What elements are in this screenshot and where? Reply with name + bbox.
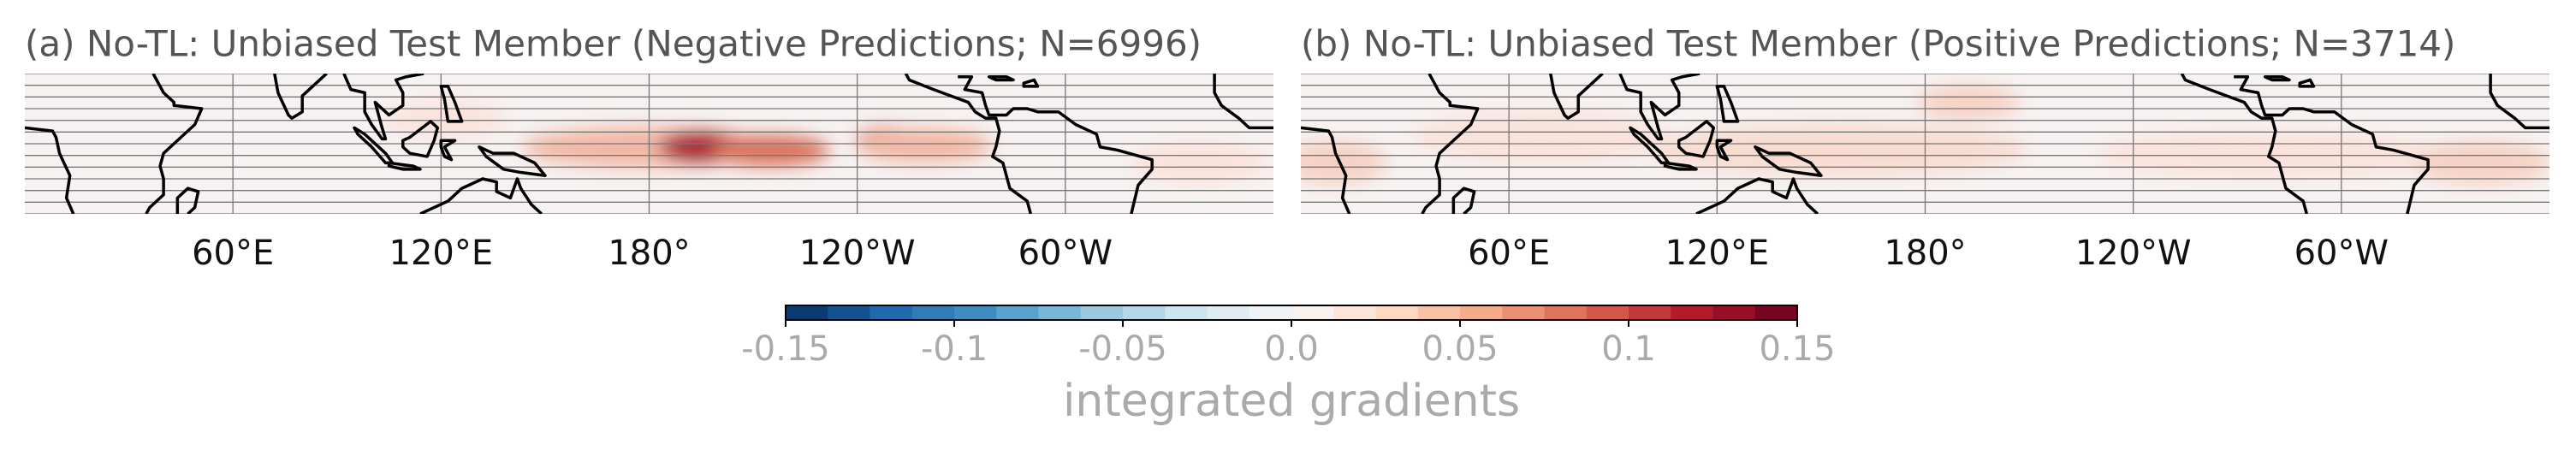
colorbar-segment: [1333, 305, 1376, 320]
colorbar-segment: [954, 305, 997, 320]
colorbar-segment: [1375, 305, 1419, 320]
lon-tick-label: 60°W: [2294, 234, 2389, 273]
colorbar-segment: [1417, 305, 1461, 320]
panel-title: (a) No-TL: Unbiased Test Member (Negativ…: [25, 23, 1202, 65]
colorbar-tick-label: 0.05: [1422, 329, 1498, 369]
colorbar-segment: [996, 305, 1039, 320]
colorbar-tick-label: 0.15: [1759, 329, 1835, 369]
colorbar-segment: [1754, 305, 1798, 320]
colorbar-segment: [1460, 305, 1503, 320]
lon-tick-label: 60°W: [1018, 234, 1113, 273]
colorbar-tick-label: -0.15: [741, 329, 830, 369]
colorbar-segment: [1629, 305, 1671, 320]
colorbar-tick-label: -0.05: [1078, 329, 1167, 369]
colorbar-segment: [1038, 305, 1082, 320]
colorbar-segment: [1544, 305, 1588, 320]
colorbar-segment: [1502, 305, 1545, 320]
colorbar-segment: [1080, 305, 1124, 320]
colorbar-segment: [828, 305, 870, 320]
colorbar-tick-label: 0.0: [1264, 329, 1319, 369]
colorbar-segment: [786, 305, 828, 320]
colorbar-label: integrated gradients: [1063, 376, 1520, 427]
colorbar-tick-label: -0.1: [921, 329, 988, 369]
colorbar-segment: [870, 305, 913, 320]
colorbar-segment: [1165, 305, 1208, 320]
lon-tick-label: 180°: [608, 234, 690, 273]
lon-tick-label: 120°W: [799, 234, 916, 273]
lon-tick-label: 180°: [1884, 234, 1966, 273]
colorbar-segment: [1586, 305, 1629, 320]
colorbar-segment: [1291, 305, 1334, 320]
colorbar-segment: [1123, 305, 1166, 320]
colorbar-segment: [1207, 305, 1250, 320]
lon-tick-label: 60°E: [1468, 234, 1550, 273]
lon-tick-label: 120°E: [1665, 234, 1770, 273]
colorbar-segment: [1249, 305, 1292, 320]
colorbar-segment: [1712, 305, 1756, 320]
lon-tick-label: 120°W: [2075, 234, 2192, 273]
lon-tick-label: 60°E: [192, 234, 274, 273]
colorbar-segment: [911, 305, 955, 320]
colorbar-segment: [1671, 305, 1713, 320]
panel-title: (b) No-TL: Unbiased Test Member (Positiv…: [1301, 23, 2455, 65]
colorbar-tick-label: 0.1: [1601, 329, 1656, 369]
lon-tick-label: 120°E: [389, 234, 494, 273]
